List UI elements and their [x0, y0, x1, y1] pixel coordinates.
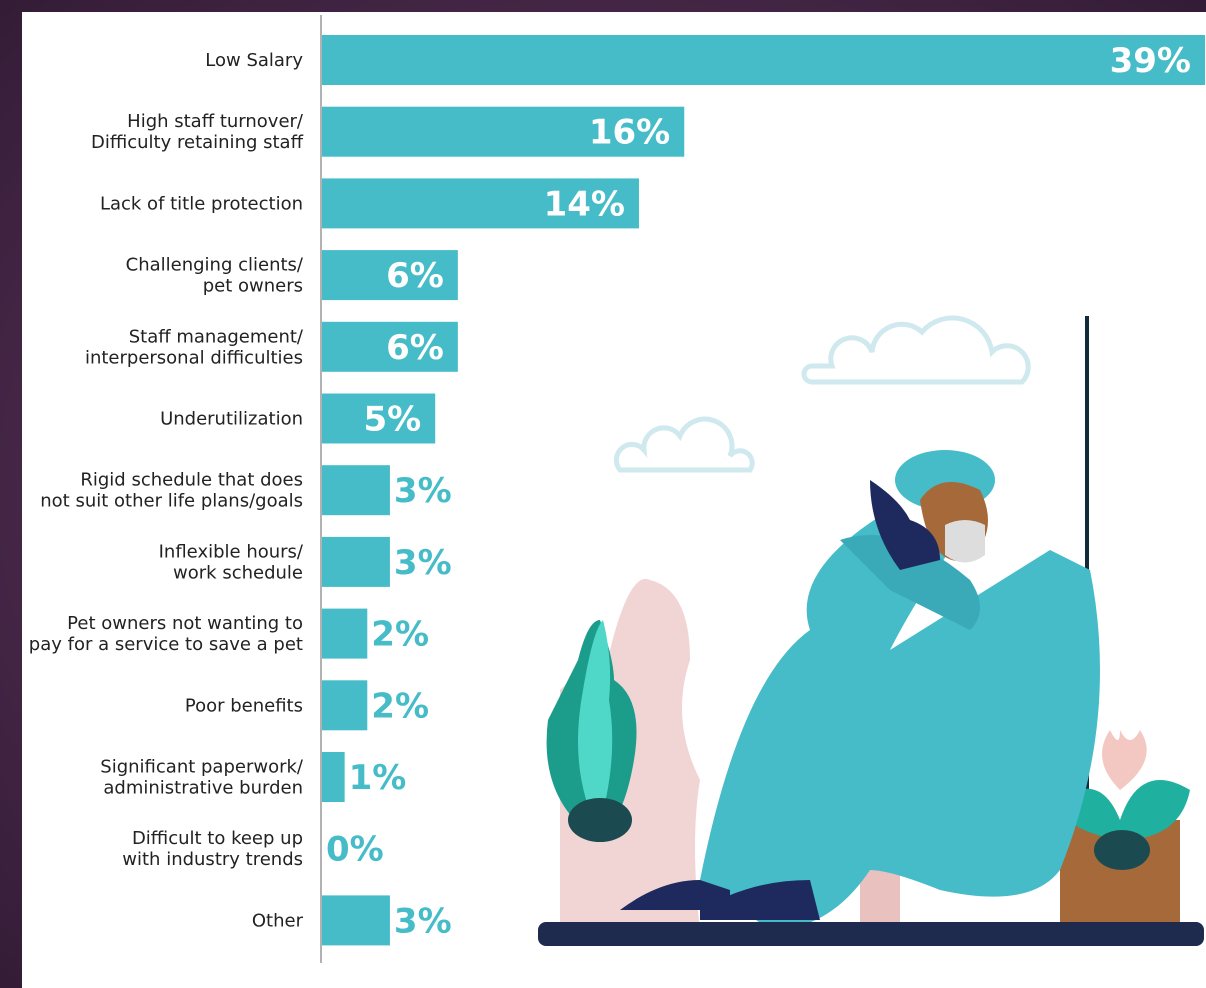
illustration — [538, 315, 1204, 946]
category-label: with industry trends — [122, 849, 303, 870]
category-label: Lack of title protection — [100, 193, 303, 214]
value-label: 14% — [544, 184, 625, 224]
category-label: Other — [252, 910, 304, 931]
category-label: Difficult to keep up — [132, 828, 303, 849]
category-label: interpersonal difficulties — [85, 347, 303, 368]
category-label: Rigid schedule that does — [80, 470, 303, 491]
category-label: work schedule — [173, 562, 303, 583]
category-label: Poor benefits — [185, 695, 303, 716]
category-label: Difficulty retaining staff — [91, 132, 304, 153]
value-label: 6% — [386, 328, 444, 368]
value-label: 16% — [589, 113, 670, 153]
bar — [322, 393, 436, 444]
value-label: 6% — [386, 256, 444, 296]
category-label: pet owners — [203, 276, 303, 297]
value-label: 2% — [371, 615, 429, 655]
value-label: 2% — [371, 686, 429, 726]
category-label: Significant paperwork/ — [100, 757, 304, 778]
category-label: administrative burden — [103, 778, 303, 799]
value-label: 5% — [363, 400, 421, 440]
bar — [322, 106, 685, 157]
category-label: Pet owners not wanting to — [67, 613, 303, 634]
category-label: Low Salary — [205, 50, 303, 71]
value-label: 1% — [349, 758, 407, 798]
bar — [322, 752, 345, 802]
value-label: 3% — [394, 901, 452, 941]
bar — [322, 680, 368, 731]
bar — [322, 178, 639, 229]
value-label: 3% — [394, 543, 452, 583]
value-label: 39% — [1110, 41, 1191, 81]
bar — [322, 536, 390, 587]
bar — [322, 35, 1205, 85]
category-label: Inflexible hours/ — [159, 541, 304, 562]
category-label: High staff turnover/ — [127, 111, 304, 132]
bar — [322, 321, 458, 372]
bar — [322, 465, 390, 516]
category-label: Staff management/ — [129, 326, 304, 347]
value-label: 3% — [394, 471, 452, 511]
bar — [322, 250, 458, 301]
bar — [322, 895, 390, 946]
category-label: Challenging clients/ — [126, 255, 304, 276]
bar — [322, 608, 368, 659]
category-label: pay for a service to save a pet — [29, 634, 303, 655]
category-label: Underutilization — [160, 409, 303, 430]
category-label: not suit other life plans/goals — [40, 491, 303, 512]
value-label: 0% — [326, 830, 384, 870]
